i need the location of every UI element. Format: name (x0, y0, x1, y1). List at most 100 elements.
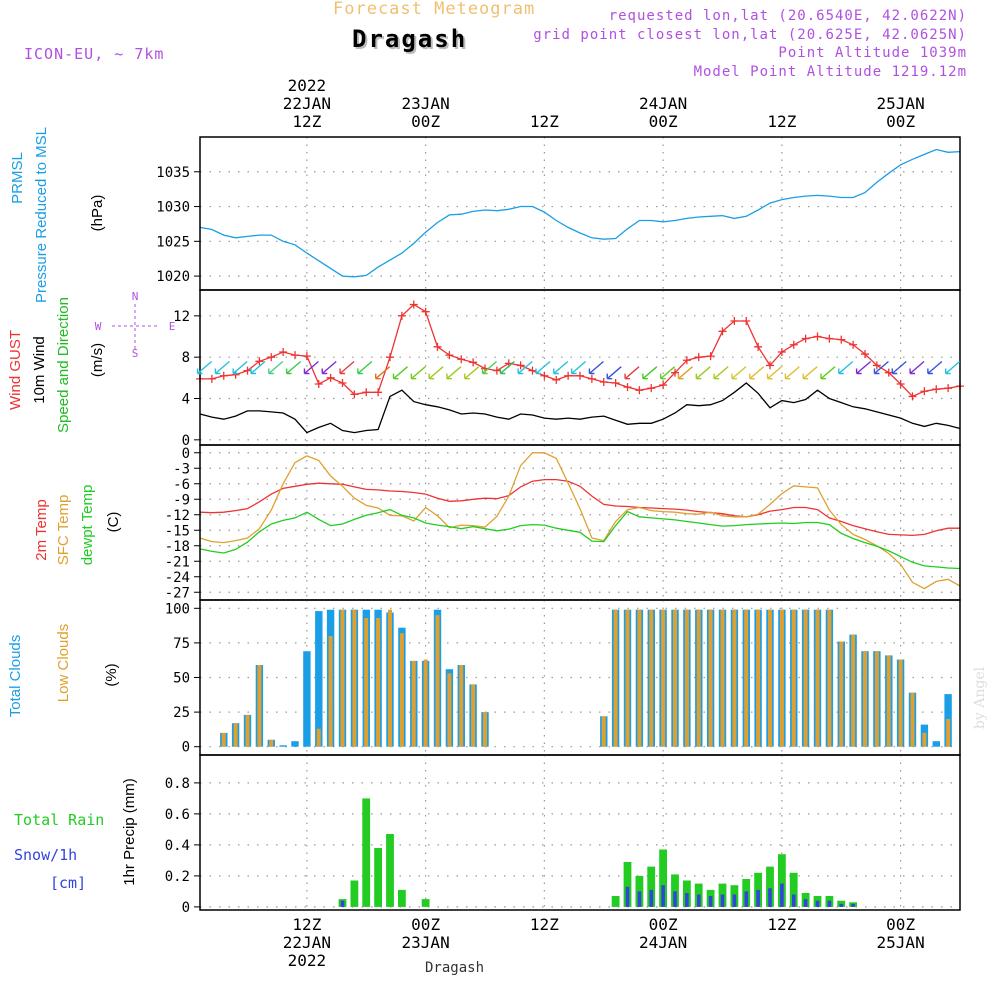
model-label: ICON-EU, ~ 7km (24, 45, 165, 63)
precip-bar (720, 894, 725, 907)
top-time-label: 22JAN (283, 94, 331, 113)
wind-direction-arrow (339, 360, 355, 375)
gust-marker (872, 361, 881, 370)
wind-direction-arrow (392, 366, 408, 380)
wind-direction-arrow (535, 360, 551, 375)
precip-bar (744, 891, 749, 907)
gust-marker (932, 385, 941, 394)
clouds-bar (328, 636, 333, 747)
pressure-ytick-label: 1035 (156, 165, 190, 181)
wind-ytick-label: 4 (182, 392, 190, 408)
low-clouds-label: Low Clouds (55, 624, 72, 702)
wind-direction-arrow (481, 360, 498, 375)
snow-unit-label: [cm] (50, 874, 86, 892)
clouds-bar (411, 660, 416, 747)
pressure-panel (194, 136, 961, 291)
top-time-label: 12Z (767, 112, 796, 131)
clouds-bar (340, 609, 345, 747)
gust-marker (635, 386, 644, 395)
wind-unit: (m/s) (89, 343, 106, 377)
top-time-label: 00Z (411, 112, 440, 131)
gust-marker (516, 361, 525, 370)
gust-marker (314, 380, 323, 389)
point-altitude: Point Altitude 1039m (778, 45, 967, 61)
gust-marker (374, 388, 383, 397)
clouds-bar (708, 609, 713, 747)
wind-direction-arrow (321, 360, 337, 375)
clouds-bar (696, 609, 701, 747)
compass-west: W (95, 320, 102, 333)
gust-marker (920, 387, 929, 396)
gust-marker (944, 384, 953, 393)
precip-bar (827, 900, 832, 907)
precip-bar (697, 894, 701, 907)
gust-marker (623, 383, 632, 392)
temperature-panel (194, 444, 961, 601)
precip-bar (732, 894, 737, 907)
precip-frame (199, 754, 961, 911)
footer-station: Dragash (425, 960, 485, 976)
gust-marker (243, 366, 252, 375)
clouds-bar (661, 609, 666, 747)
precip-bar (685, 893, 689, 907)
gust-marker (659, 381, 668, 390)
precip-ytick-label: 0.2 (165, 869, 190, 885)
top-time-label: 00Z (649, 112, 678, 131)
gust-marker (433, 342, 442, 351)
wind-direction-arrow (446, 366, 462, 380)
precip-bar (362, 798, 371, 907)
clouds-bar (471, 684, 476, 747)
clouds-bar (827, 609, 832, 747)
clouds-bar (910, 692, 915, 747)
clouds-bar (791, 609, 796, 747)
precip-bar (647, 866, 656, 907)
bottom-time-label: 12Z (530, 915, 559, 934)
top-time-label: 23JAN (402, 94, 450, 113)
clouds-ytick-label: 100 (165, 601, 190, 617)
gust-marker (386, 353, 394, 362)
wind-direction-arrow (624, 366, 640, 380)
dewpt-label: dewpt Temp (79, 485, 96, 566)
bottom-time-label: 00Z (886, 915, 915, 934)
temperature-series-line (199, 508, 961, 570)
temperature-ytick-label: -12 (165, 508, 190, 524)
pressure-ytick-label: 1030 (156, 200, 190, 216)
wind-series-line (200, 303, 961, 398)
clouds-bar (744, 609, 749, 747)
grid-point-coords: grid point closest lon,lat (20.625E, 42.… (533, 27, 967, 43)
temperature-ytick-label: -15 (165, 523, 190, 539)
precip-ytick-label: 0.8 (165, 776, 190, 792)
clouds-bar (768, 609, 772, 747)
clouds-bar (376, 618, 381, 747)
clouds-bar (803, 609, 808, 747)
wind-direction-arrow (464, 366, 480, 380)
gust-marker (587, 374, 596, 383)
gust-marker (279, 348, 288, 356)
wind-direction-arrow (838, 360, 854, 375)
precip-bar (756, 889, 760, 907)
precip-ytick-label: 0.6 (165, 807, 190, 823)
gust-marker (694, 353, 703, 362)
clouds-bar (291, 741, 299, 747)
gust-marker (219, 371, 228, 380)
pressure-label: Pressure Reduced to MSL (33, 127, 50, 303)
gust-marker (908, 392, 917, 401)
wind-direction-arrow (659, 366, 676, 380)
precip-ytick-label: 0.4 (165, 838, 190, 854)
gust-marker (682, 356, 691, 365)
precip-bar (421, 899, 430, 907)
wind-series-line (199, 382, 961, 434)
gust-marker (576, 371, 584, 380)
precip-bar (637, 891, 642, 907)
clouds-bar (315, 611, 323, 747)
pressure-frame (199, 136, 961, 291)
precip-bar (374, 848, 382, 907)
top-time-label: 12Z (530, 112, 559, 131)
gust-marker (706, 352, 715, 361)
bottom-time-label: 2022 (288, 951, 327, 970)
pressure-label: PRMSL (9, 152, 26, 204)
precip-bar (671, 874, 679, 907)
precip-bar (659, 849, 667, 907)
requested-coords: requested lon,lat (20.6540E, 42.0622N) (608, 8, 967, 24)
